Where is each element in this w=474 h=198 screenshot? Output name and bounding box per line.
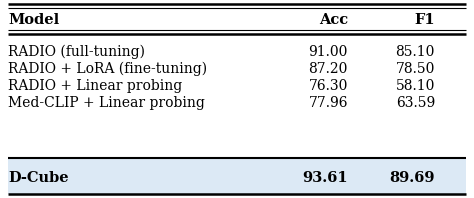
Text: D-Cube: D-Cube bbox=[8, 171, 69, 185]
Text: Med-CLIP + Linear probing: Med-CLIP + Linear probing bbox=[8, 96, 205, 110]
Text: F1: F1 bbox=[414, 13, 435, 27]
Text: 89.69: 89.69 bbox=[390, 171, 435, 185]
Text: 78.50: 78.50 bbox=[396, 62, 435, 76]
Text: 87.20: 87.20 bbox=[309, 62, 348, 76]
Text: Model: Model bbox=[8, 13, 59, 27]
FancyBboxPatch shape bbox=[8, 158, 466, 194]
Text: 77.96: 77.96 bbox=[309, 96, 348, 110]
Text: RADIO + Linear probing: RADIO + Linear probing bbox=[8, 79, 182, 93]
Text: 93.61: 93.61 bbox=[302, 171, 348, 185]
Text: 58.10: 58.10 bbox=[396, 79, 435, 93]
Text: 63.59: 63.59 bbox=[396, 96, 435, 110]
Text: Acc: Acc bbox=[319, 13, 348, 27]
Text: RADIO (full-tuning): RADIO (full-tuning) bbox=[8, 45, 145, 59]
Text: RADIO + LoRA (fine-tuning): RADIO + LoRA (fine-tuning) bbox=[8, 62, 207, 76]
Text: 76.30: 76.30 bbox=[309, 79, 348, 93]
Text: 91.00: 91.00 bbox=[309, 45, 348, 59]
Text: 85.10: 85.10 bbox=[396, 45, 435, 59]
